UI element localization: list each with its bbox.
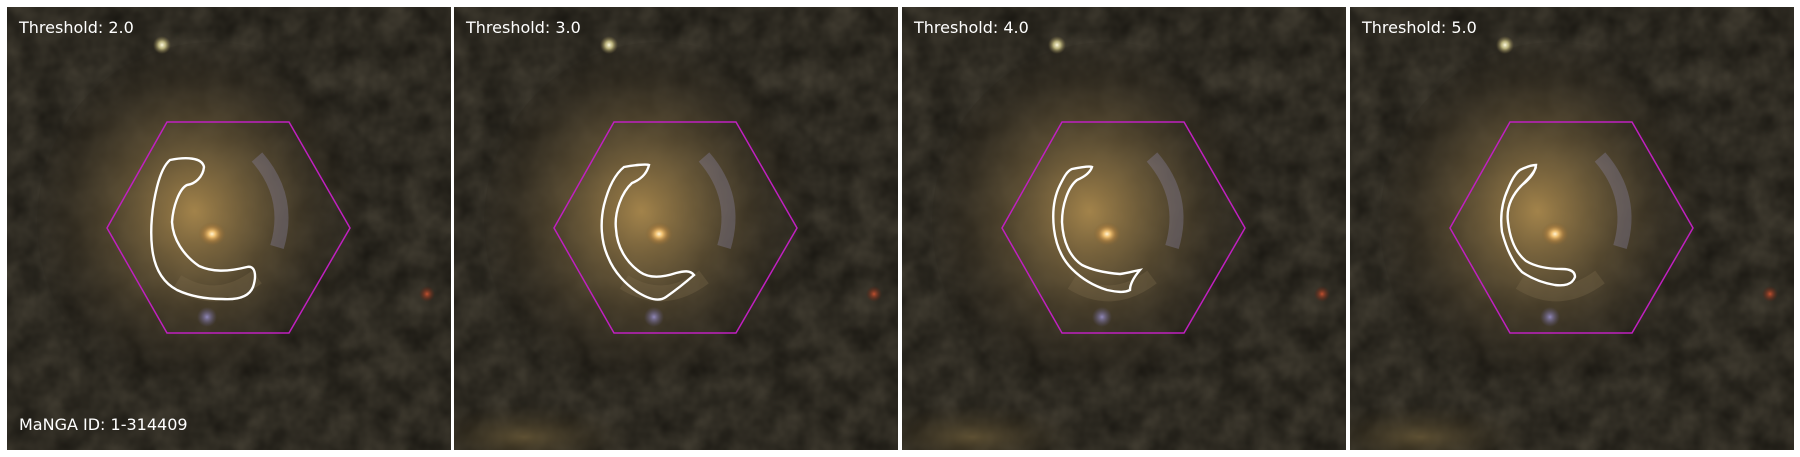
hexagon-outline: [1001, 121, 1246, 334]
threshold-label: Threshold: 4.0: [914, 18, 1029, 37]
arm-contour: [150, 157, 257, 301]
arm-contour: [600, 163, 696, 301]
threshold-panel: Threshold: 3.0: [454, 7, 898, 450]
hexagon-outline: [106, 121, 351, 334]
threshold-panel: Threshold: 5.0: [1350, 7, 1794, 450]
arm-contour: [1052, 165, 1144, 294]
threshold-panel: Threshold: 4.0: [902, 7, 1346, 450]
threshold-label: Threshold: 5.0: [1362, 18, 1477, 37]
galaxy-image: [7, 7, 451, 450]
hexagon-outline: [553, 121, 798, 334]
threshold-panel: Threshold: 2.0 MaNGA ID: 1-314409: [7, 7, 451, 450]
galaxy-id-label: MaNGA ID: 1-314409: [19, 415, 188, 434]
hexagon-outline: [1449, 121, 1694, 334]
threshold-label: Threshold: 3.0: [466, 18, 581, 37]
arm-contour: [1500, 163, 1577, 287]
threshold-label: Threshold: 2.0: [19, 18, 134, 37]
galaxy-image: [454, 7, 898, 450]
galaxy-image: [902, 7, 1346, 450]
galaxy-image: [1350, 7, 1794, 450]
